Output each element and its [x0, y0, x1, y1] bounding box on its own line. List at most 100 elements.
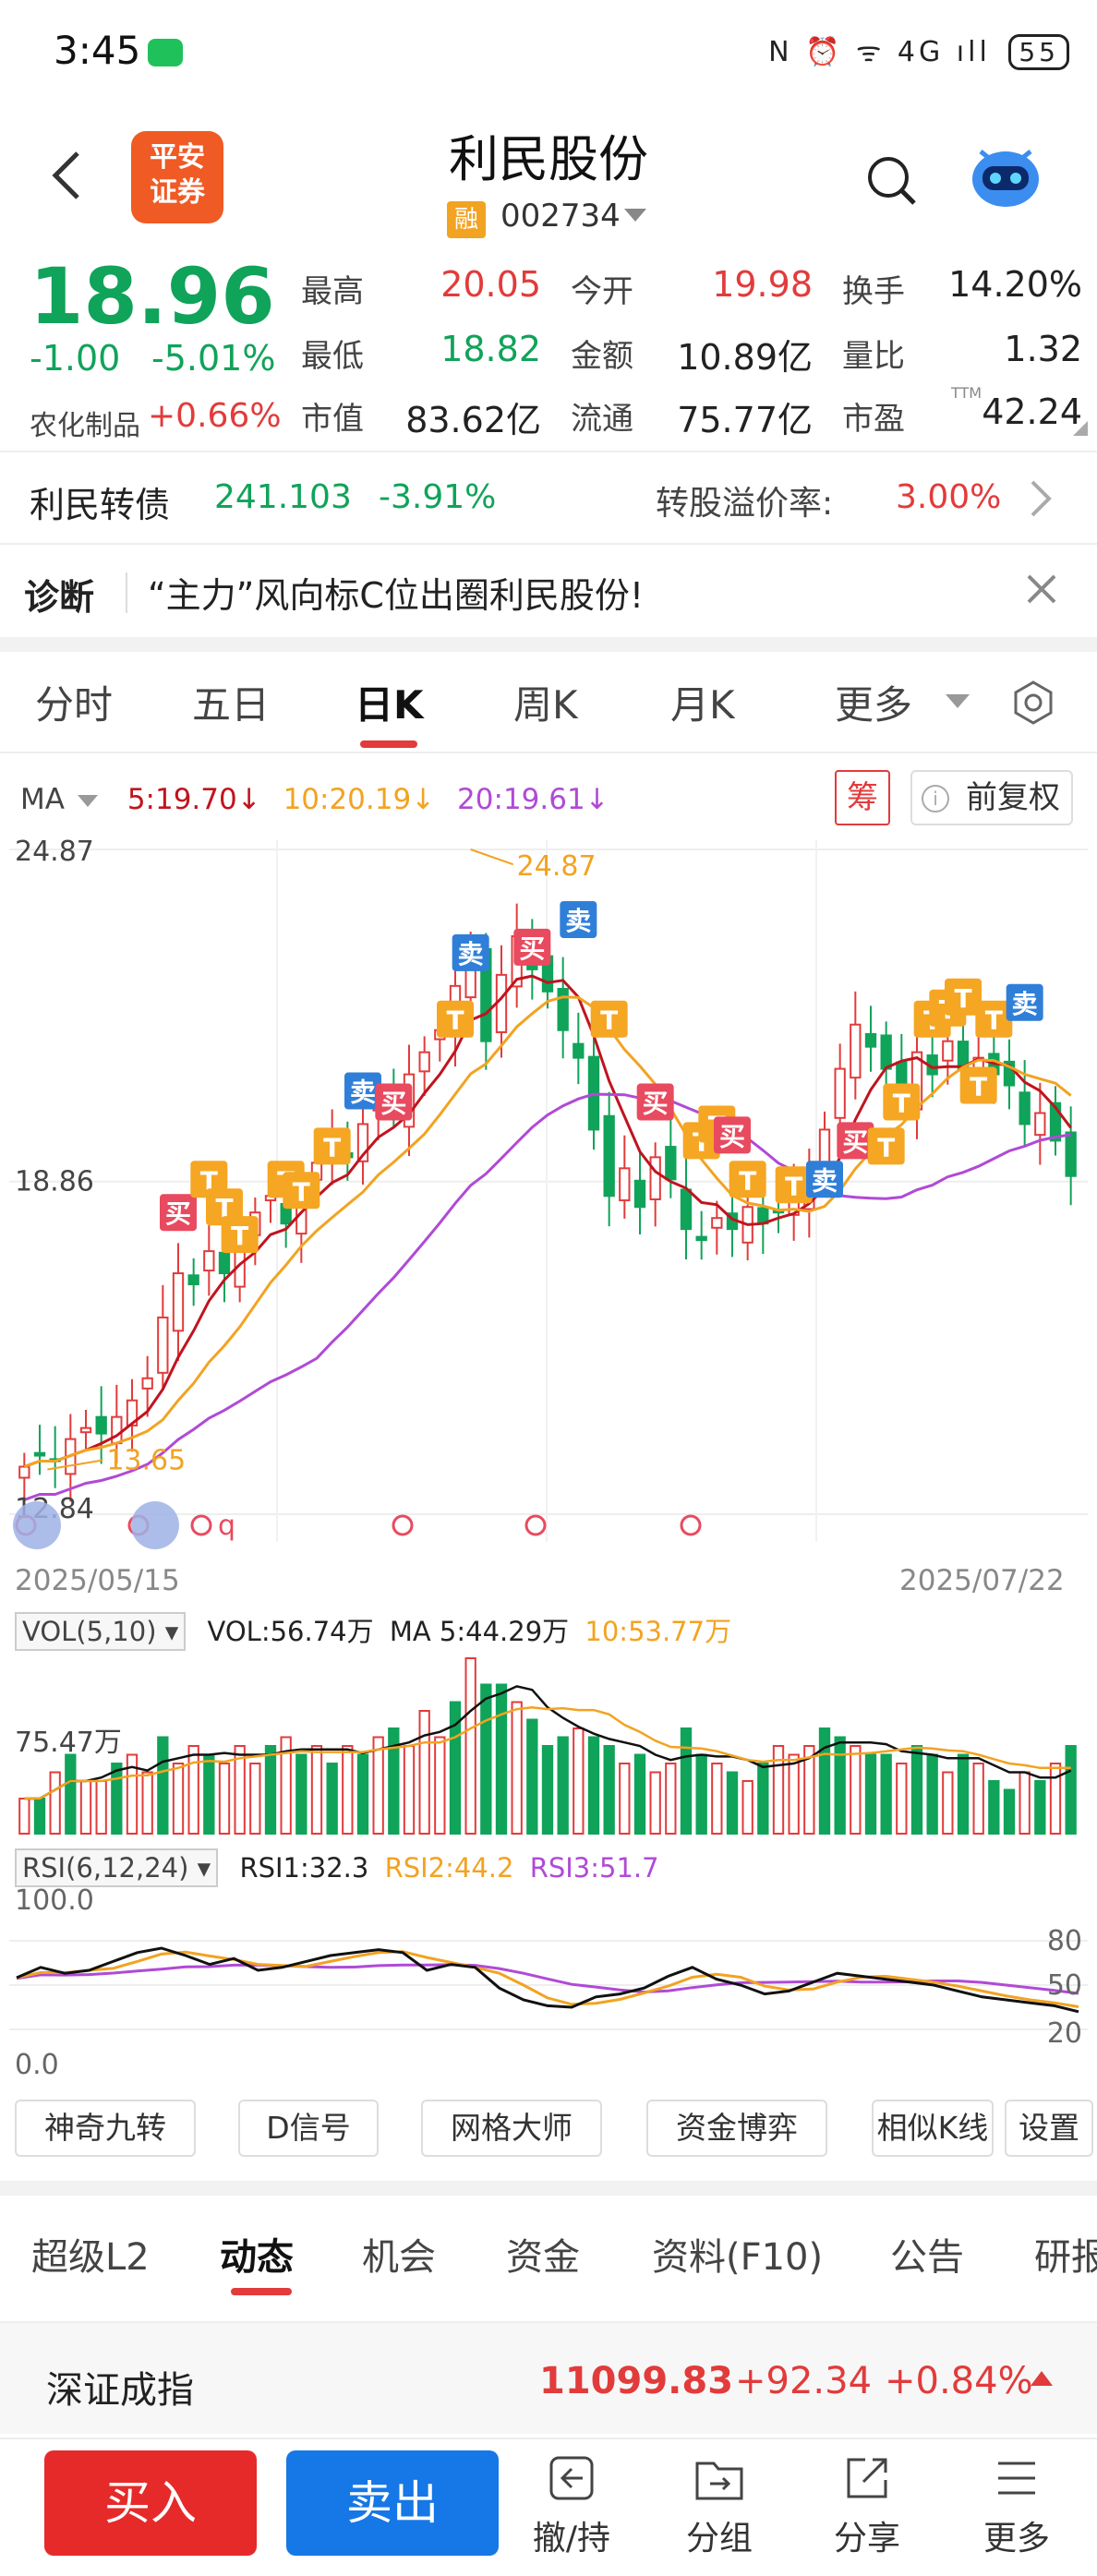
- rsi-axis-top: 100.0: [15, 1884, 94, 1917]
- t-signal-bg: [729, 1161, 766, 1198]
- low-marker-label: 13.65: [106, 1445, 186, 1477]
- diagnosis-text[interactable]: “主力”风向标C位出圈利民股份!: [148, 575, 645, 616]
- chevron-down-icon[interactable]: [946, 694, 970, 708]
- candle-body: [850, 1023, 862, 1079]
- tool-settings[interactable]: 设置: [1005, 2100, 1093, 2157]
- tool-d-signal[interactable]: D信号: [238, 2100, 379, 2157]
- rsi1-value: RSI1:32.3: [239, 1852, 369, 1884]
- candle-body: [711, 1217, 723, 1229]
- diagnosis-label: 诊断: [24, 577, 95, 618]
- chevron-down-icon[interactable]: [624, 209, 646, 222]
- tab-daily-k[interactable]: 日K: [355, 682, 424, 728]
- volume-bar: [834, 1736, 846, 1835]
- tab-intraday[interactable]: 分时: [35, 682, 114, 728]
- sell-signal-bg: [560, 901, 597, 939]
- volume-bar: [33, 1798, 46, 1835]
- rsi-axis-50: 50: [1047, 1969, 1082, 2002]
- nav-more[interactable]: 更多: [966, 2450, 1067, 2559]
- volume-legend: VOL(5,10) ▾ VOL:56.74万 MA 5:44.29万 10:53…: [15, 1610, 731, 1651]
- tab-opportunity[interactable]: 机会: [362, 2236, 436, 2279]
- volume-chart[interactable]: [0, 1649, 1097, 1839]
- sell-button[interactable]: 卖出: [286, 2450, 499, 2556]
- rsi-indicator-select[interactable]: RSI(6,12,24) ▾: [15, 1848, 219, 1887]
- tool-magic-nine[interactable]: 神奇九转: [15, 2100, 196, 2157]
- volume-bar: [557, 1736, 569, 1835]
- conversion-premium-value: 3.00%: [896, 478, 1002, 516]
- t-signal: T: [323, 1132, 341, 1162]
- quote-label: 金额: [571, 338, 633, 375]
- volume-bar: [234, 1745, 246, 1835]
- ma20-line: [23, 1092, 1071, 1501]
- t-signal-bg: [867, 1127, 905, 1165]
- tab-research[interactable]: 研报: [1034, 2236, 1097, 2279]
- expand-corner-icon[interactable]: [1073, 421, 1088, 436]
- ma10-value: 10:20.19↓: [283, 783, 436, 816]
- price-adjust-button[interactable]: 前复权: [910, 770, 1073, 825]
- tab-announcements[interactable]: 公告: [890, 2236, 964, 2279]
- buy-signal-bg: [375, 1083, 413, 1121]
- volume-bar: [126, 1753, 139, 1835]
- tab-five-day[interactable]: 五日: [192, 682, 271, 728]
- volume-bar: [141, 1771, 153, 1835]
- volume-bar: [541, 1745, 554, 1835]
- tool-capital-game[interactable]: 资金博弈: [646, 2100, 827, 2157]
- nav-share-label: 分享: [833, 2520, 900, 2558]
- tab-news[interactable]: 动态: [220, 2236, 294, 2279]
- low-marker-line: [47, 1459, 103, 1471]
- section-gap: [0, 2181, 1097, 2196]
- nav-cancel-hold[interactable]: 撤/持: [521, 2450, 622, 2559]
- gear-icon[interactable]: [1010, 680, 1056, 726]
- nav-group-label: 分组: [685, 2520, 753, 2558]
- candle-body: [418, 1051, 430, 1073]
- chevron-right-icon[interactable]: [1029, 478, 1053, 519]
- tab-capital[interactable]: 资金: [506, 2236, 580, 2279]
- tab-monthly-k[interactable]: 月K: [670, 682, 735, 728]
- volume-indicator-select[interactable]: VOL(5,10) ▾: [15, 1612, 187, 1651]
- chevron-up-icon[interactable]: [1031, 2371, 1053, 2386]
- chevron-down-icon[interactable]: [77, 795, 98, 807]
- sector-change[interactable]: +0.66%: [148, 397, 282, 435]
- tool-grid-master[interactable]: 网格大师: [421, 2100, 602, 2157]
- ma-label[interactable]: MA: [20, 783, 65, 816]
- tab-super-l2[interactable]: 超级L2: [31, 2236, 150, 2279]
- convertible-bond-name[interactable]: 利民转债: [30, 485, 171, 525]
- sell-signal: 卖: [565, 906, 591, 936]
- volume-bar: [295, 1753, 307, 1835]
- ma5-line: [23, 974, 1072, 1468]
- buy-signal: 买: [719, 1121, 745, 1151]
- nav-group[interactable]: 分组: [669, 2450, 770, 2559]
- tab-f10[interactable]: 资料(F10): [652, 2236, 824, 2279]
- quote-value: 19.98: [712, 264, 813, 305]
- quote-value: 1.32: [1004, 329, 1082, 369]
- volume-indicator-label: VOL(5,10): [22, 1616, 157, 1647]
- diagnosis-separator: [126, 572, 127, 613]
- divider: [0, 2321, 1097, 2323]
- close-icon[interactable]: [1023, 571, 1060, 608]
- tool-similar-k[interactable]: 相似K线: [872, 2100, 994, 2157]
- volume-bar: [79, 1780, 92, 1835]
- back-icon[interactable]: [46, 148, 89, 203]
- stock-code[interactable]: 002734: [500, 198, 621, 235]
- kline-chart[interactable]: 24.8718.8612.8424.8713.65买TTTTTT卖买T卖买卖T买…: [0, 831, 1097, 1560]
- buy-signal-bg: [636, 1083, 674, 1121]
- volume-bar: [65, 1753, 77, 1835]
- volume-ma10-line: [24, 1705, 1071, 1800]
- price-change: -1.00: [30, 338, 121, 379]
- chip-distribution-button[interactable]: 筹: [835, 770, 890, 825]
- volume-bar: [403, 1745, 416, 1835]
- tab-more[interactable]: 更多: [835, 682, 913, 728]
- ai-assistant-robot-icon[interactable]: [964, 138, 1047, 212]
- rsi-chart[interactable]: 100.0 0.0 80 50 20: [0, 1884, 1097, 2077]
- tab-weekly-k[interactable]: 周K: [513, 682, 578, 728]
- buy-button[interactable]: 买入: [44, 2450, 257, 2556]
- index-ticker[interactable]: [0, 2323, 1097, 2434]
- sector-name[interactable]: 农化制品: [30, 410, 140, 442]
- search-icon[interactable]: [864, 153, 920, 209]
- q-marker: q: [218, 1510, 235, 1542]
- sell-signal: 卖: [350, 1077, 376, 1108]
- t-signal: T: [739, 1165, 756, 1196]
- divider: [0, 543, 1097, 545]
- divider: [0, 451, 1097, 452]
- nav-share[interactable]: 分享: [816, 2450, 918, 2559]
- volume-bar: [803, 1745, 815, 1835]
